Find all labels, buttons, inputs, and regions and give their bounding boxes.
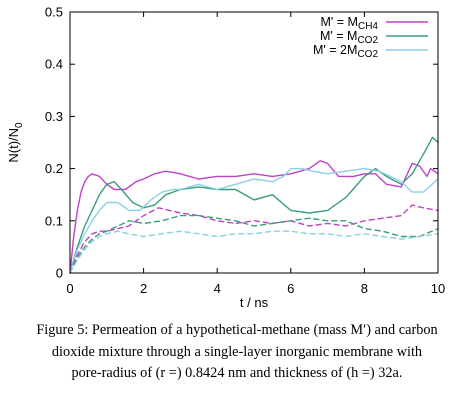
series-line-3 (69, 167, 439, 274)
x-axis-label: t / ns (240, 295, 269, 310)
series-line-4-dashed (69, 204, 439, 274)
legend-label-subscript: CH4 (358, 21, 378, 32)
figure-caption: Figure 5: Permeation of a hypothetical-m… (0, 320, 474, 385)
legend-label-3: M' = 2MCO2 (313, 43, 378, 60)
y-tick-label-1: 0.1 (45, 213, 63, 228)
ticks-layer: 0 2 4 6 8 10 0 0.1 0.2 0.3 0.4 0.5 (45, 5, 445, 297)
series-line-5-dashed (69, 214, 439, 274)
y-axis-label-subscript: 0 (14, 122, 25, 128)
caption-line-1: Figure 5: Permeation of a hypothetical-m… (36, 322, 438, 338)
legend-label-1: M' = MCH4 (321, 15, 379, 32)
x-tick-label-4: 8 (361, 281, 368, 296)
y-tick-label-5: 0.5 (45, 5, 63, 20)
legend-label-main: M' = M (320, 29, 357, 43)
legend-label-subscript: CO2 (357, 49, 378, 60)
y-tick-label-3: 0.3 (45, 109, 63, 124)
legend-label-2: M' = MCO2 (320, 29, 378, 46)
x-tick-label-2: 4 (214, 281, 221, 296)
y-tick-label-0: 0 (56, 266, 63, 281)
caption-line-2: dioxide mixture through a single-layer i… (51, 343, 423, 360)
legend-label-main: M' = M (321, 15, 358, 29)
legend-label-main: M' = 2M (313, 43, 357, 57)
x-tick-label-5: 10 (431, 281, 445, 296)
y-tick-label-4: 0.4 (45, 57, 63, 72)
series-line-6-dashed (69, 230, 439, 274)
caption-line-3: pore-radius of (r =) 0.8424 nm and thick… (71, 365, 403, 381)
y-axis-label: N(t)/N0 (6, 122, 25, 163)
chart-background (0, 0, 474, 320)
legend-label-subscript: CO2 (357, 35, 378, 46)
y-axis-label-main: N(t)/N (6, 128, 21, 163)
y-tick-label-2: 0.2 (45, 161, 63, 176)
series-line-2 (69, 136, 439, 274)
series-line-1 (69, 160, 439, 274)
series-layer (69, 136, 439, 274)
x-tick-label-0: 0 (66, 281, 73, 296)
x-tick-label-3: 6 (287, 281, 294, 296)
x-tick-label-1: 2 (140, 281, 147, 296)
plot-frame (69, 11, 439, 274)
